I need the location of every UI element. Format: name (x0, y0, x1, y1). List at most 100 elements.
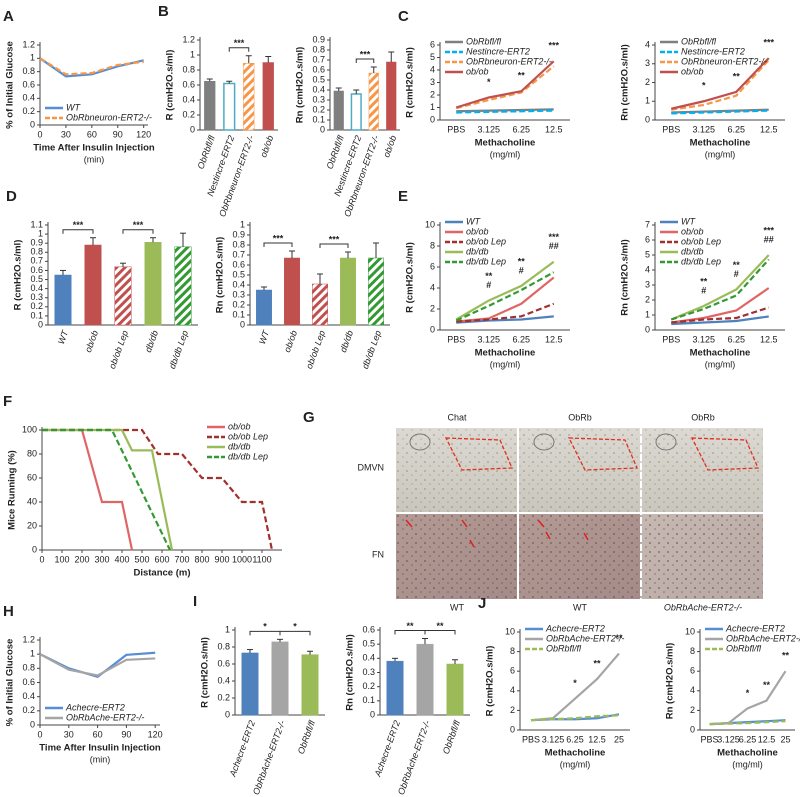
x-tick-label: 30 (64, 729, 74, 739)
x-tick-label: PBS (447, 334, 465, 344)
significance-label: ** (782, 651, 790, 661)
y-tick-label: 0.8 (217, 641, 230, 651)
y-axis-label: % of Initial Glucose (5, 41, 16, 129)
texture (396, 428, 763, 512)
y-tick-label: 0.1 (312, 114, 325, 124)
x-tick-label: 400 (114, 554, 129, 564)
bar (54, 274, 72, 326)
series-line (671, 57, 770, 110)
y-tick-label: 0.4 (232, 279, 245, 289)
y-tick-label: 0.6 (22, 677, 35, 687)
y-axis-label: R (cmH2O.s/ml) (405, 242, 416, 313)
series-line (42, 428, 134, 551)
x-tick-label: 0 (37, 129, 42, 139)
significance-label: *** (548, 41, 559, 51)
y-tick-label: 0.3 (312, 94, 325, 104)
y-tick-label: 0.6 (30, 265, 43, 275)
x-tick-label: PBS (522, 734, 540, 744)
y-tick-label: 0.6 (217, 658, 230, 668)
region-outline (567, 437, 638, 471)
y-axis-label: R (cmH2O.s/ml) (13, 240, 24, 311)
legend-label: Nestincre-ERT2 (466, 46, 530, 56)
y-tick-label: 0.1 (232, 309, 245, 319)
y-tick-label: 0.8 (22, 66, 35, 76)
series-line (455, 60, 555, 109)
x-tick-label: 500 (134, 554, 149, 564)
x-tick-label: 1000 (232, 554, 252, 564)
region-outline (690, 437, 759, 471)
panel-letter: I (193, 593, 197, 610)
x-axis-unit: (mg/ml) (490, 149, 521, 159)
x-axis-label: Time After Insulin Injection (39, 743, 161, 754)
bar (368, 257, 384, 326)
y-tick-label: 0 (30, 119, 35, 129)
y-tick-label: 1 (38, 228, 43, 238)
y-tick-label: 0.6 (362, 624, 375, 634)
x-tick-label: db/db Lep (360, 329, 383, 370)
y-tick-label: 1 (430, 102, 435, 112)
y-tick-label: 10 (505, 626, 515, 636)
significance-label: * (487, 77, 491, 87)
x-axis-unit: (min) (90, 754, 111, 764)
y-axis-label: Rn (cmH2O.s/ml) (620, 44, 631, 121)
x-tick-label: ob/ob (381, 134, 398, 159)
y-tick-label: 3 (430, 77, 435, 87)
column-label: ObRb (691, 412, 715, 422)
x-tick-label: 600 (154, 554, 169, 564)
series-line (39, 57, 144, 76)
significance-label: ** (518, 71, 526, 81)
y-tick-label: 20 (27, 520, 37, 530)
series-line (671, 315, 769, 326)
column-label: Chat (447, 412, 467, 422)
legend-label: ob/ob (681, 66, 704, 76)
row-label: DMVN (358, 462, 385, 472)
y-tick-label: 1 (30, 649, 35, 659)
y-tick-label: 0.5 (362, 639, 375, 649)
bar (262, 62, 274, 131)
x-axis-label: Methacholine (717, 748, 778, 759)
x-tick-label: WT (257, 328, 272, 346)
y-tick-label: 0.4 (312, 84, 325, 94)
bar (243, 63, 255, 131)
x-tick-label: ObRbfl/fl (441, 718, 463, 755)
significance-bracket (249, 630, 281, 636)
x-tick-label: 120 (136, 129, 151, 139)
significance-label: ** (485, 271, 493, 281)
panel-letter: C (398, 8, 409, 25)
x-tick-label: 300 (94, 554, 109, 564)
y-tick-label: 0.8 (182, 64, 195, 74)
y-tick-label: 0 (38, 319, 43, 329)
y-tick-label: 0.6 (232, 259, 245, 269)
x-tick-label: 6.25 (739, 734, 757, 744)
y-tick-label: 0.6 (22, 79, 35, 89)
y-axis-label: Mice Running (%) (7, 450, 18, 530)
x-tick-label: 900 (214, 554, 229, 564)
bar (301, 654, 319, 716)
series-line (456, 315, 554, 324)
y-tick-label: 4 (645, 39, 650, 49)
series-line (39, 653, 156, 677)
y-tick-label: 100 (22, 424, 37, 434)
x-tick-label: 25 (614, 734, 624, 744)
y-tick-label: 0.3 (30, 292, 43, 302)
y-tick-label: 0.2 (312, 104, 325, 114)
x-axis-unit: (mg/ml) (705, 149, 736, 159)
y-tick-label: 5 (645, 249, 650, 259)
y-tick-label: 10 (685, 626, 695, 636)
bar (340, 257, 356, 326)
column-footer: WT (573, 602, 587, 612)
canal (533, 433, 555, 451)
panel-letter: A (3, 8, 14, 25)
significance-bracket (122, 229, 154, 234)
y-tick-label: 0.2 (30, 301, 43, 311)
bar (386, 660, 404, 716)
significance-label: # (734, 269, 739, 279)
y-tick-label: 0.6 (182, 79, 195, 89)
y-tick-label: 8 (690, 646, 695, 656)
significance-label: ** (763, 680, 771, 690)
y-axis-label: Rn (cmH2O.s/ml) (620, 239, 631, 316)
y-tick-label: 0.1 (30, 310, 43, 320)
significance-label: ** (733, 71, 741, 81)
x-tick-label: 12.5 (758, 734, 776, 744)
